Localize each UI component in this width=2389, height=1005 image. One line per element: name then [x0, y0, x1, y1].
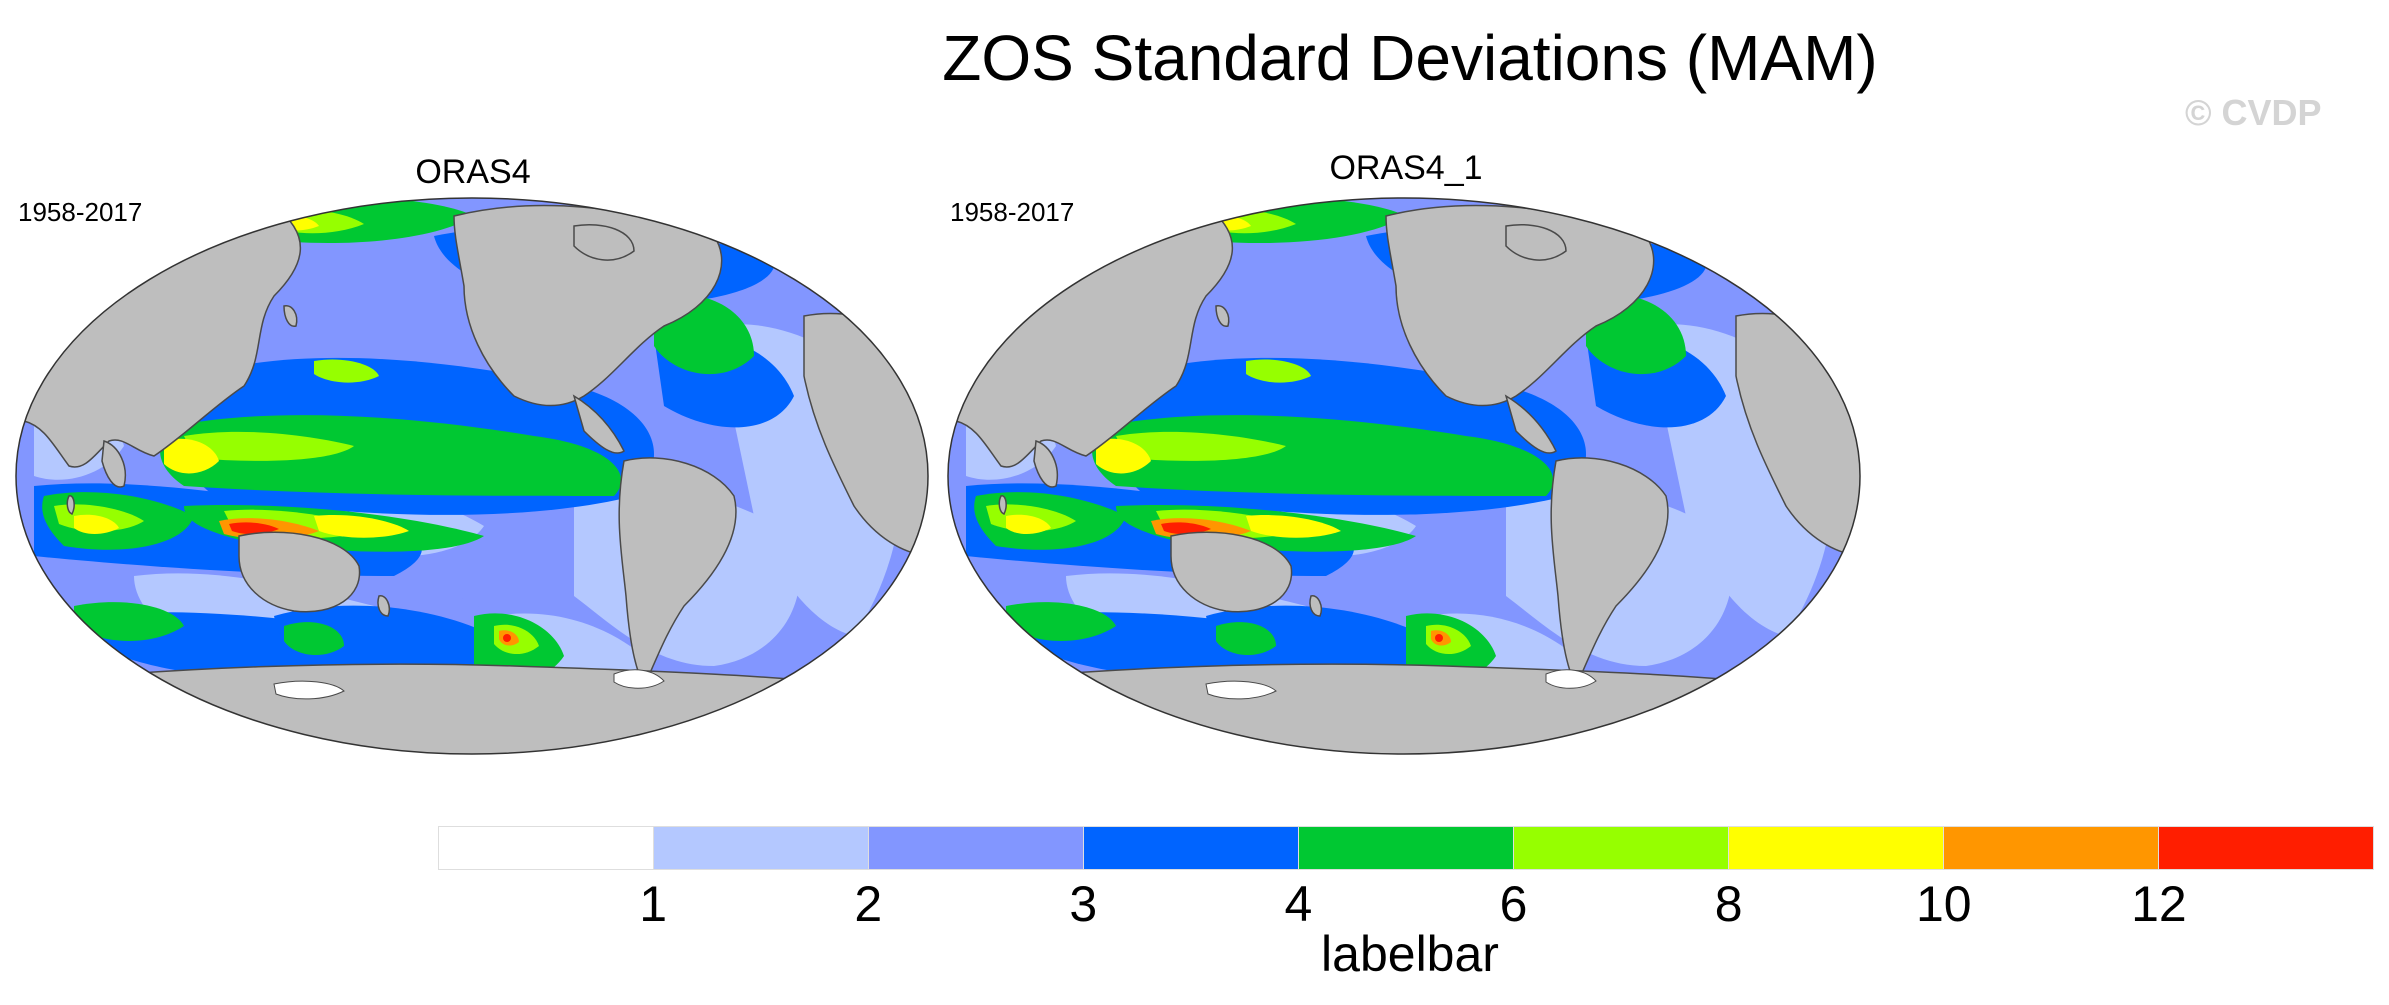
- map-oras4: [15, 197, 929, 755]
- colorbar-bin-2: [869, 826, 1084, 870]
- colorbar-bin-0: [438, 826, 654, 870]
- colorbar-tick-12: 12: [2131, 876, 2187, 932]
- landmass: [16, 663, 928, 754]
- chart-title: ZOS Standard Deviations (MAM): [942, 22, 1878, 94]
- period-label-oras4-1: 1958-2017: [950, 197, 1075, 227]
- colorbar-tick-10: 10: [1915, 876, 1972, 932]
- colorbar-tick-3: 3: [1069, 876, 1098, 932]
- colorbar-bin-7: [1944, 826, 2159, 870]
- landmass: [573, 224, 635, 261]
- landmass: [1504, 394, 1557, 454]
- colorbar-tick-8: 8: [1714, 876, 1743, 932]
- map-border: [947, 197, 1861, 755]
- colorbar-tick-4: 4: [1284, 876, 1313, 932]
- landmass: [101, 439, 126, 488]
- colorbar-bin-6: [1729, 826, 1944, 870]
- landmass: [572, 394, 625, 454]
- panel-title-oras4-1: ORAS4_1: [1329, 149, 1483, 187]
- colorbar-bin-1: [654, 826, 869, 870]
- colorbar-bin-3: [1084, 826, 1299, 870]
- watermark-cvdp: © CVDP: [2185, 92, 2322, 133]
- map-oras4-1: [947, 197, 1861, 755]
- colorbar-bin-8: [2159, 826, 2374, 870]
- colorbar-tick-6: 6: [1499, 876, 1528, 932]
- colorbar-bin-5: [1514, 826, 1729, 870]
- landmass: [998, 495, 1007, 515]
- panel-title-oras4: ORAS4: [415, 153, 531, 191]
- period-label-oras4: 1958-2017: [18, 197, 143, 227]
- landmass: [238, 531, 361, 613]
- landmass: [1550, 457, 1669, 688]
- landmass: [1505, 224, 1567, 261]
- landmass: [283, 305, 298, 327]
- colorbar-bin-4: [1299, 826, 1514, 870]
- map-border: [15, 197, 929, 755]
- landmass: [377, 595, 391, 617]
- landmass: [948, 663, 1860, 754]
- landmass: [1309, 595, 1323, 617]
- colorbar: [438, 826, 2374, 870]
- colorbar-label: labelbar: [1321, 926, 1499, 982]
- landmass: [618, 457, 737, 688]
- colorbar-tick-2: 2: [854, 876, 883, 932]
- landmass: [1215, 305, 1230, 327]
- landmass: [1170, 531, 1293, 613]
- colorbar-tick-1: 1: [639, 876, 668, 932]
- landmass: [1033, 439, 1058, 488]
- landmass: [66, 495, 75, 515]
